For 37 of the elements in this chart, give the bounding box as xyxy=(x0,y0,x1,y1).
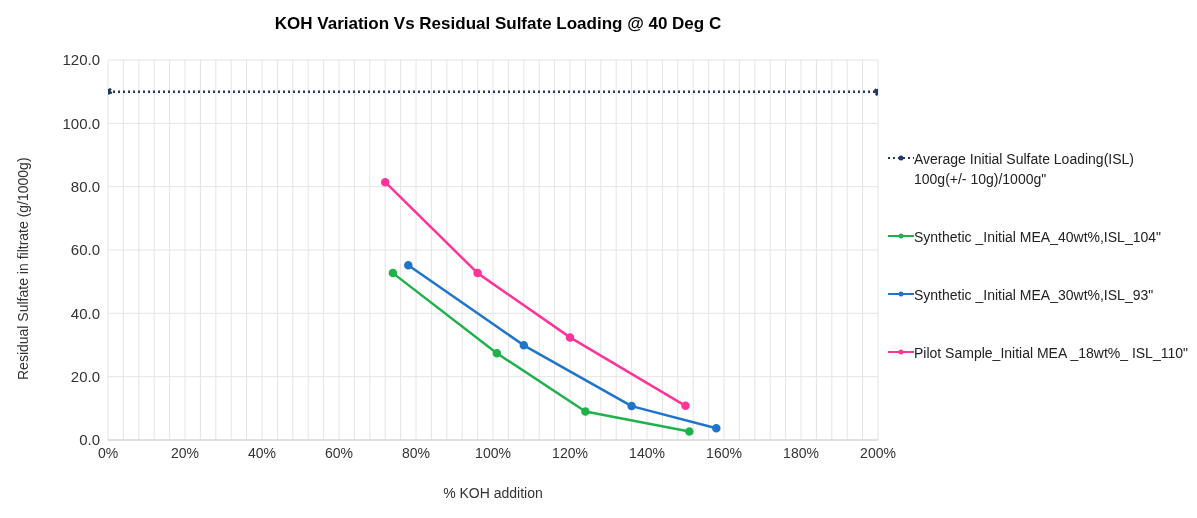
legend-label: Synthetic _Initial MEA_30wt%,ISL_93" xyxy=(914,286,1154,305)
point xyxy=(627,401,636,411)
x-tick-label: 160% xyxy=(706,444,742,461)
point xyxy=(388,268,398,278)
point xyxy=(565,333,575,342)
x-tick-label: 200% xyxy=(860,444,896,461)
legend-label: Synthetic _Initial MEA_40wt%,ISL_104" xyxy=(914,228,1161,247)
point xyxy=(519,341,529,350)
x-axis-title: % KOH addition xyxy=(443,485,543,501)
x-tick-label: 40% xyxy=(247,444,277,461)
point xyxy=(681,401,690,411)
point xyxy=(685,427,694,436)
point xyxy=(380,177,390,187)
legend-label: Pilot Sample_Initial MEA _18wt%_ ISL_110" xyxy=(914,344,1188,363)
x-tick-label: 0% xyxy=(97,444,119,461)
x-tick-label: 20% xyxy=(170,444,200,461)
y-tick-label: 20.0 xyxy=(70,367,100,385)
y-tick-label: 120.0 xyxy=(62,51,100,69)
y-tick-label: 60.0 xyxy=(70,241,100,259)
point xyxy=(712,424,721,433)
y-axis-title: Residual Sulfate in filtrate (g/1000g) xyxy=(14,157,31,380)
y-tick-label: 100.0 xyxy=(62,114,100,132)
x-tick-label: 120% xyxy=(552,444,588,461)
x-tick-label: 180% xyxy=(783,444,819,461)
x-tick-label: 100% xyxy=(475,444,511,461)
y-tick-label: 0.0 xyxy=(79,431,100,449)
legend-label: Average Initial Sulfate Loading(ISL) 100g(+/- 10g)/1000g" xyxy=(914,150,1135,189)
x-tick-label: 80% xyxy=(401,444,431,461)
x-tick-label: 60% xyxy=(324,444,354,461)
y-tick-label: 40.0 xyxy=(70,304,100,322)
x-tick-label: 140% xyxy=(629,444,665,461)
y-tick-label: 80.0 xyxy=(70,177,100,195)
point xyxy=(581,407,590,416)
point xyxy=(404,260,413,270)
chart-title: KOH Variation Vs Residual Sulfate Loading @ 40 Deg C xyxy=(273,13,723,35)
point xyxy=(473,268,482,278)
point xyxy=(492,348,502,358)
